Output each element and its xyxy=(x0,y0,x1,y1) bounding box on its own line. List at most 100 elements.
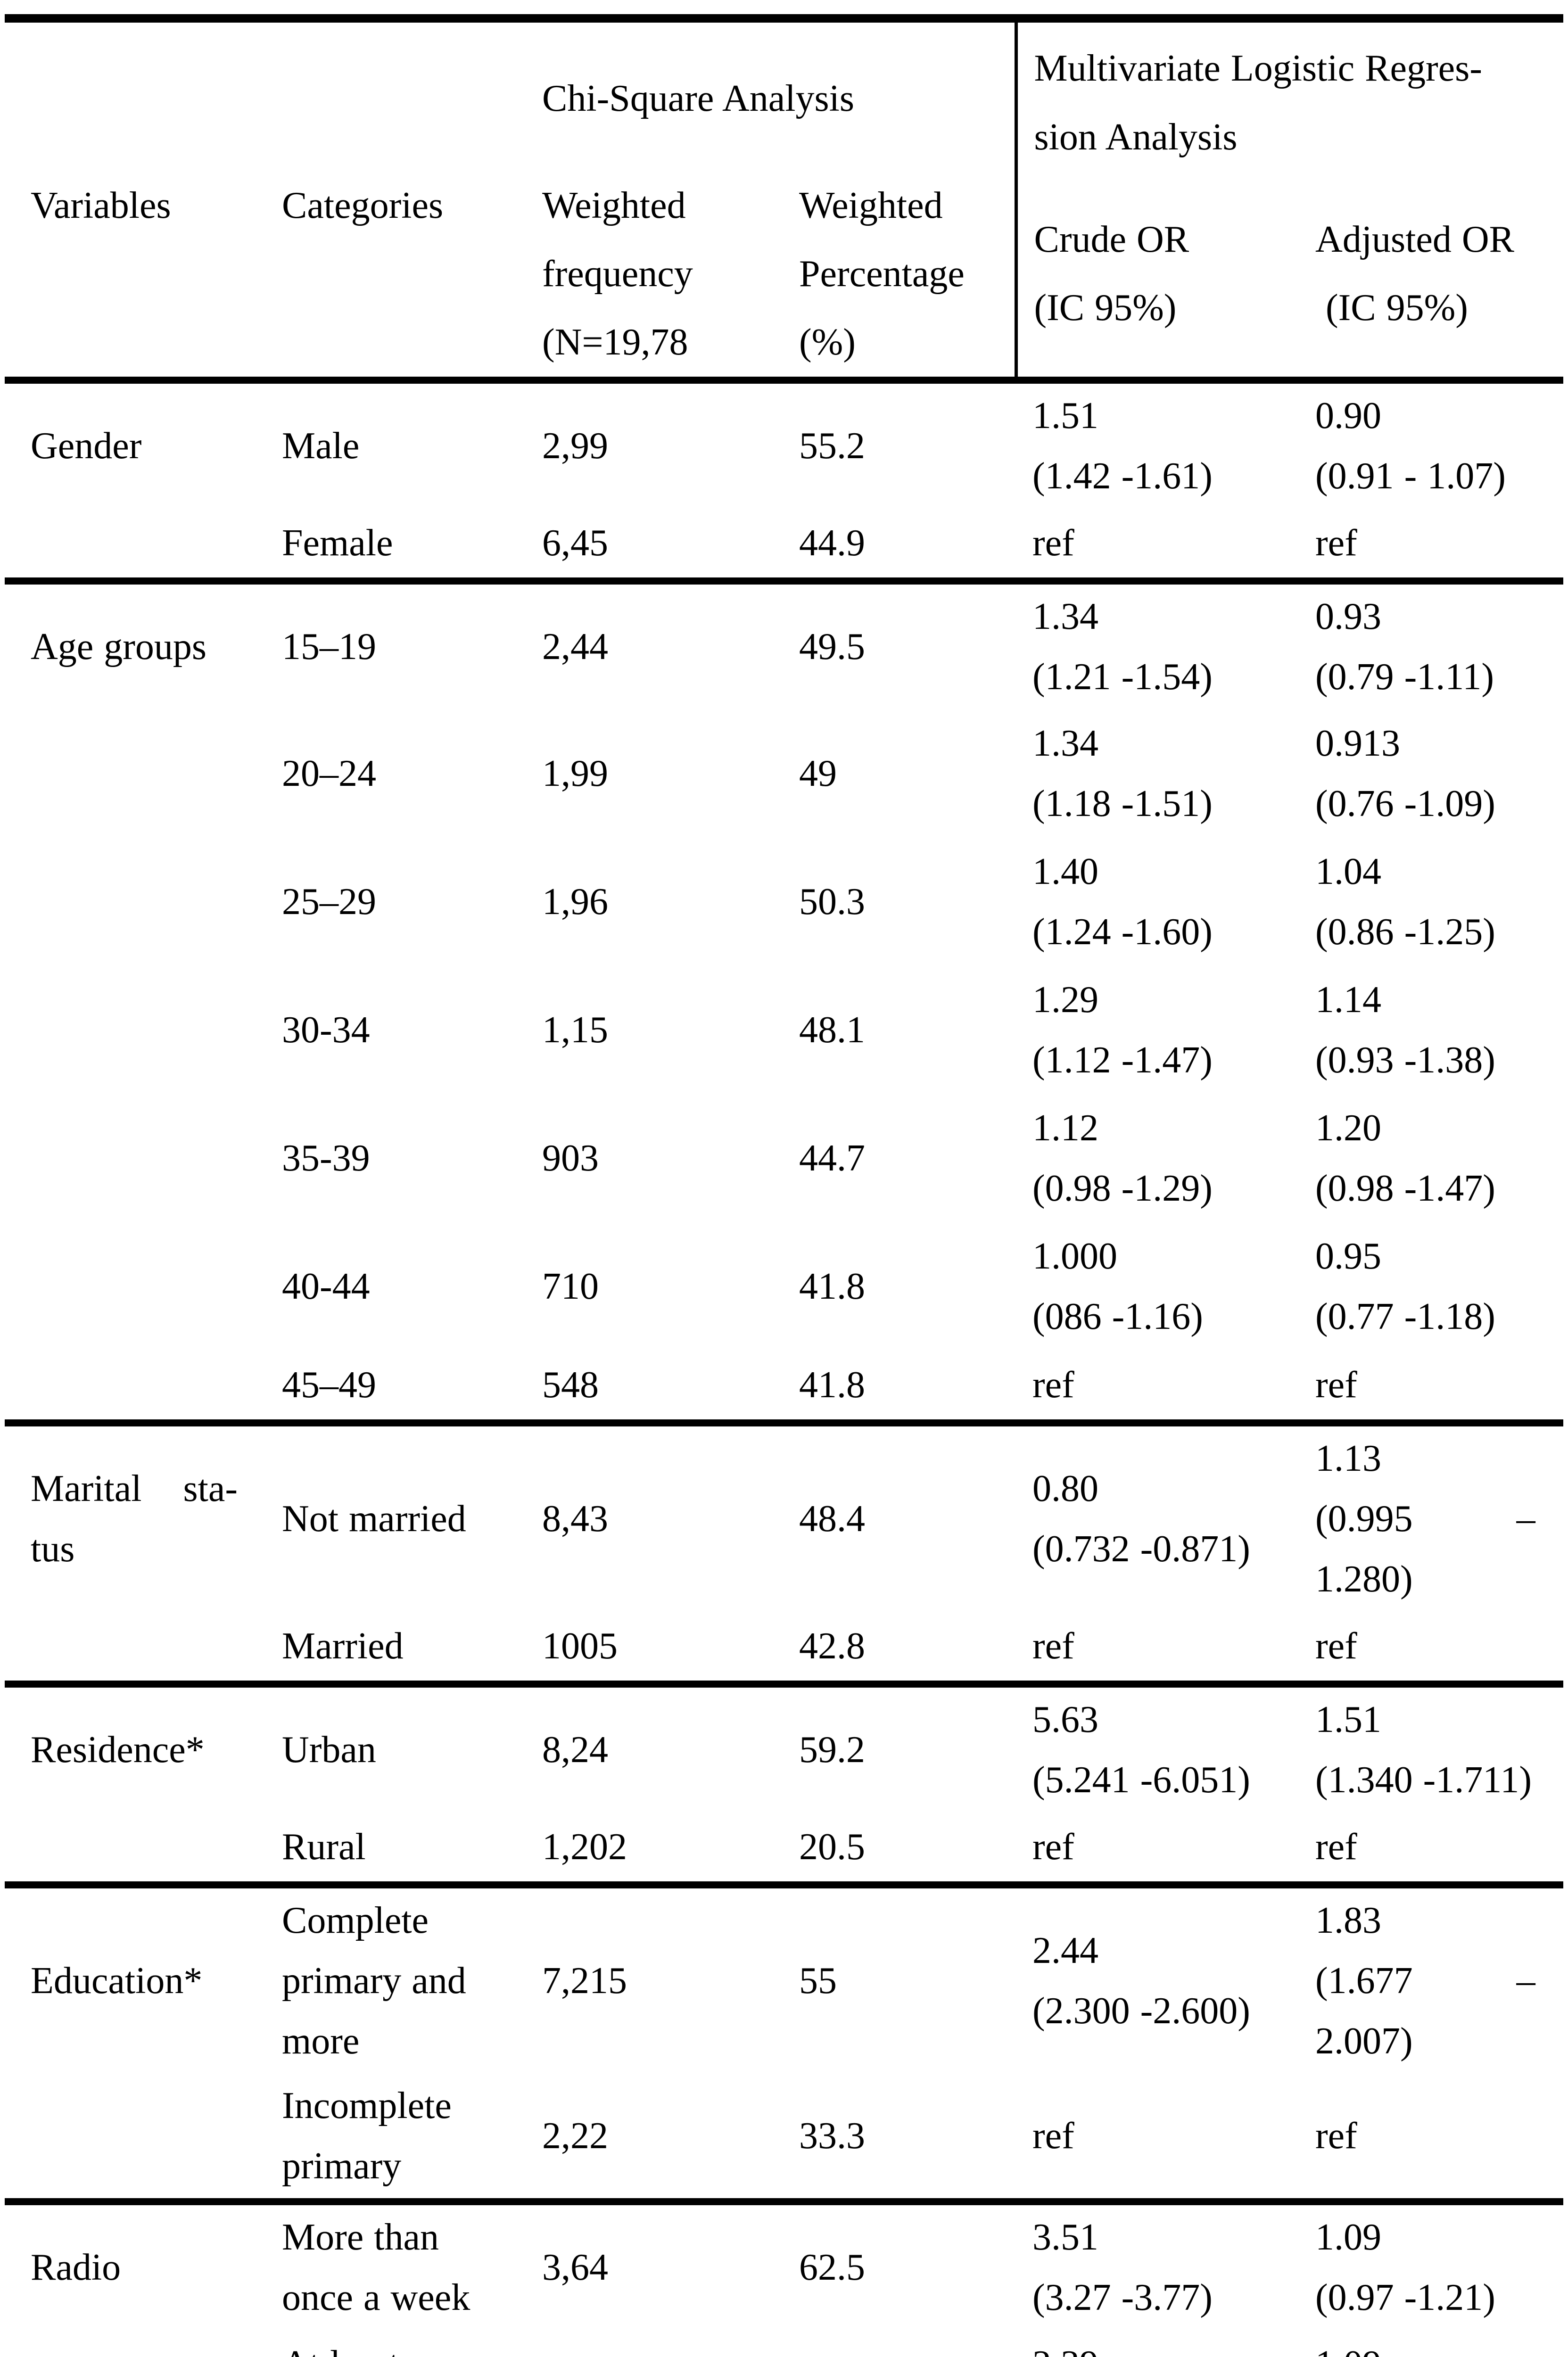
cell-weighted-frequency: 3,64 xyxy=(542,2247,608,2289)
cell-weighted-percentage: 50.3 xyxy=(799,881,865,923)
cell-weighted-percentage: 59.2 xyxy=(799,1729,865,1771)
regression-results-table: Chi-Square Analysis Multivariate Logisti… xyxy=(5,14,1563,2357)
cell-category: Rural xyxy=(265,1812,526,1888)
table-row: Age groups 15–19 2,44 49.5 1.34 (1.21 -1… xyxy=(5,581,1563,709)
cell-adjusted-or: 1.13 (0.995 – 1.280) xyxy=(1315,1438,1535,1600)
cell-crude-or: ref xyxy=(1016,1812,1299,1888)
cell-weighted-frequency: 903 xyxy=(542,1137,599,1179)
cell-weighted-percentage: 55 xyxy=(799,1960,837,2002)
cell-weighted-percentage: 41.8 xyxy=(799,1265,865,1307)
cell-adjusted-or: 1.04 (0.86 -1.25) xyxy=(1315,850,1495,953)
table-row: Rural 1,202 20.5 ref ref xyxy=(5,1812,1563,1888)
header-weighted-percentage: Weighted Percentage (%) xyxy=(783,172,1016,384)
cell-category: Incomplete primary xyxy=(265,2073,526,2205)
cell-weighted-frequency: 8,24 xyxy=(542,1729,608,1771)
cell-variable xyxy=(5,2330,265,2357)
cell-crude-or: ref xyxy=(1016,1611,1299,1688)
cell-weighted-frequency: 7,215 xyxy=(542,1960,627,2002)
cell-variable xyxy=(5,709,265,838)
cell-weighted-frequency: 1,15 xyxy=(542,1009,608,1051)
cell-crude-or: 3.51 (3.27 -3.77) xyxy=(1032,2217,1213,2319)
table-row: Female 6,45 44.9 ref ref xyxy=(5,508,1563,585)
cell-adjusted-or: ref xyxy=(1299,1611,1563,1688)
cell-crude-or: 0.80 (0.732 -0.871) xyxy=(1032,1468,1250,1570)
cell-weighted-percentage: 33.3 xyxy=(783,2073,1016,2205)
cell-weighted-frequency: 710 xyxy=(542,1265,599,1307)
cell-weighted-percentage: 49 xyxy=(799,752,837,794)
table-row: At least once a week 3,28 53.2 2.39 (2.2… xyxy=(5,2330,1563,2357)
cell-category: 35-39 xyxy=(282,1137,370,1179)
cell-variable xyxy=(5,1222,265,1351)
cell-crude-or: 2.39 (2.23 -2.56) xyxy=(1016,2330,1299,2357)
cell-weighted-percentage: 44.9 xyxy=(783,508,1016,585)
cell-crude-or: ref xyxy=(1016,1350,1299,1426)
cell-adjusted-or: ref xyxy=(1299,2073,1563,2205)
cell-category: Female xyxy=(265,508,526,585)
cell-weighted-frequency: 3,28 xyxy=(526,2330,783,2357)
table-row: 35-39 903 44.7 1.12 (0.98 -1.29) 1.20 (0… xyxy=(5,1094,1563,1222)
cell-adjusted-or: ref xyxy=(1299,1812,1563,1888)
cell-category: More than once a week xyxy=(282,2217,470,2319)
cell-weighted-frequency: 2,99 xyxy=(542,425,608,467)
cell-weighted-percentage: 42.8 xyxy=(783,1611,1016,1688)
cell-variable xyxy=(5,1094,265,1222)
header-crude-or: Crude OR (IC 95%) xyxy=(1014,172,1299,384)
header-categories: Categories xyxy=(265,172,526,384)
table-row: Marital sta- tus Not married 8,43 48.4 0… xyxy=(5,1423,1563,1612)
cell-adjusted-or: ref xyxy=(1299,1350,1563,1426)
cell-weighted-frequency: 2,44 xyxy=(542,626,608,668)
cell-category: 25–29 xyxy=(282,881,376,923)
cell-weighted-percentage: 48.4 xyxy=(799,1498,865,1540)
cell-category: Not married xyxy=(282,1498,466,1540)
cell-adjusted-or: 1.14 (0.93 -1.38) xyxy=(1315,979,1495,1081)
page: { "table": { "title_hint": "Chi-square a… xyxy=(0,14,1568,2357)
cell-weighted-percentage: 49.5 xyxy=(799,626,865,668)
header-variables: Variables xyxy=(5,172,265,384)
cell-variable xyxy=(5,1611,265,1688)
cell-category: Urban xyxy=(282,1729,376,1771)
cell-variable: Age groups xyxy=(31,626,207,668)
table-row: 45–49 548 41.8 ref ref xyxy=(5,1350,1563,1426)
cell-variable xyxy=(5,1350,265,1426)
cell-weighted-frequency: 6,45 xyxy=(526,508,783,585)
header-adjusted-or: Adjusted OR (IC 95%) xyxy=(1299,172,1563,384)
cell-weighted-frequency: 1,202 xyxy=(526,1812,783,1888)
table-row: 40-44 710 41.8 1.000 (086 -1.16) 0.95 (0… xyxy=(5,1222,1563,1351)
cell-adjusted-or: 1.09 (0.98 -1.21) xyxy=(1299,2330,1563,2357)
cell-category: 40-44 xyxy=(282,1265,370,1307)
cell-weighted-percentage: 44.7 xyxy=(799,1137,865,1179)
cell-category: At least once a week xyxy=(265,2330,526,2357)
cell-crude-or: 1.29 (1.12 -1.47) xyxy=(1032,979,1213,1081)
cell-weighted-percentage: 48.1 xyxy=(799,1009,865,1051)
cell-crude-or: ref xyxy=(1016,508,1299,585)
cell-category: 45–49 xyxy=(265,1350,526,1426)
cell-crude-or: 1.51 (1.42 -1.61) xyxy=(1032,395,1213,497)
cell-weighted-percentage: 62.5 xyxy=(799,2247,865,2289)
cell-variable: Gender xyxy=(31,425,142,467)
cell-variable xyxy=(5,838,265,966)
header-group-multivariate: Multivariate Logistic Regres- sion Analy… xyxy=(1014,18,1563,172)
header-group-chi-square: Chi-Square Analysis xyxy=(542,78,854,119)
cell-adjusted-or: 0.95 (0.77 -1.18) xyxy=(1315,1235,1495,1337)
cell-adjusted-or: 1.51 (1.340 -1.711) xyxy=(1315,1699,1532,1801)
cell-category: Male xyxy=(282,425,360,467)
cell-category: 30-34 xyxy=(282,1009,370,1051)
cell-category: 20–24 xyxy=(282,752,376,794)
cell-weighted-percentage: 53.2 xyxy=(783,2330,1016,2357)
cell-crude-or: 1.34 (1.18 -1.51) xyxy=(1032,722,1213,824)
cell-category: Married xyxy=(265,1611,526,1688)
cell-adjusted-or: 1.20 (0.98 -1.47) xyxy=(1315,1107,1495,1209)
cell-crude-or: 1.000 (086 -1.16) xyxy=(1032,1235,1203,1337)
table-row: Married 1005 42.8 ref ref xyxy=(5,1611,1563,1688)
cell-crude-or: ref xyxy=(1016,2073,1299,2205)
cell-adjusted-or: 1.09 (0.97 -1.21) xyxy=(1315,2217,1495,2319)
cell-crude-or: 1.40 (1.24 -1.60) xyxy=(1032,850,1213,953)
cell-weighted-frequency: 1,99 xyxy=(542,752,608,794)
cell-variable: Education* xyxy=(31,1960,203,2002)
cell-weighted-percentage: 55.2 xyxy=(799,425,865,467)
cell-crude-or: 5.63 (5.241 -6.051) xyxy=(1032,1699,1250,1801)
header-group-row: Chi-Square Analysis Multivariate Logisti… xyxy=(5,18,1563,172)
cell-category: Complete primary and more xyxy=(282,1900,466,2062)
table-row: Incomplete primary 2,22 33.3 ref ref xyxy=(5,2073,1563,2205)
header-spacer xyxy=(265,18,526,172)
